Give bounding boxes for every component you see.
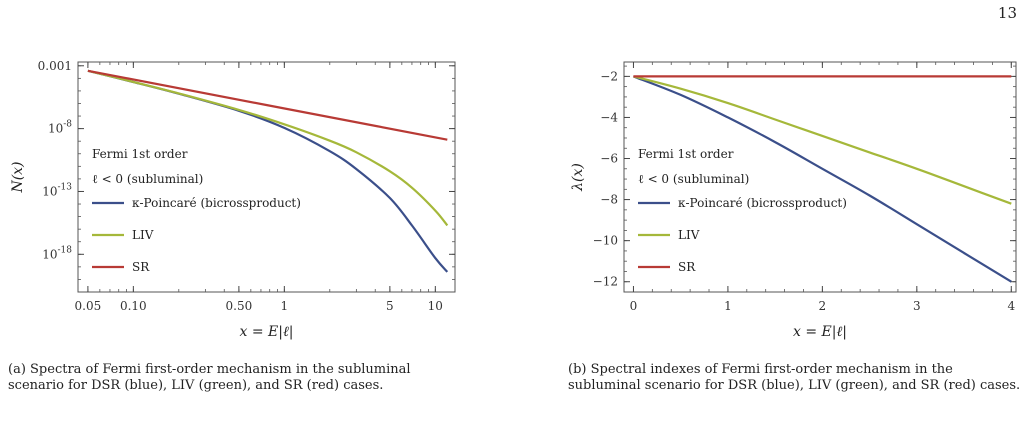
y-tick-label: −2 xyxy=(600,69,618,83)
annotation-line: ℓ < 0 (subluminal) xyxy=(92,172,203,186)
x-tick-label: 0.05 xyxy=(75,299,102,313)
legend-entry-dsr: κ-Poincaré (bicrossproduct) xyxy=(132,196,301,210)
y-tick-label: −10 xyxy=(593,234,618,248)
y-tick-label: 10-13 xyxy=(42,182,72,198)
y-tick-label: −4 xyxy=(600,110,618,124)
y-tick-label: −12 xyxy=(593,275,618,289)
y-tick-label: 10-8 xyxy=(48,120,72,136)
series-line-dsr xyxy=(632,75,1012,283)
caption-a: (a) Spectra of Fermi first-order mechani… xyxy=(8,362,411,393)
x-tick-label: 0 xyxy=(630,299,638,313)
x-tick-label: 10 xyxy=(428,299,443,313)
x-tick-label: 2 xyxy=(819,299,827,313)
caption-b: (b) Spectral indexes of Fermi first-orde… xyxy=(568,362,1021,393)
chart-b: 0 1 2 3 4 −2 −4 −6 −8 −10 −12 x = E|ℓ| λ(x) Fermi 1st… xyxy=(570,61,1017,340)
x-tick-label: 1 xyxy=(724,299,732,313)
series-line-liv xyxy=(87,69,449,227)
series-line-sr xyxy=(87,69,448,141)
x-tick-label: 5 xyxy=(386,299,394,313)
y-axis-label: N(x) xyxy=(10,161,26,193)
legend-entry-sr: SR xyxy=(678,260,696,274)
annotation-line: Fermi 1st order xyxy=(638,147,734,161)
page-number: 13 xyxy=(997,4,1017,22)
plot-frame xyxy=(77,61,456,293)
y-tick-label: −8 xyxy=(600,193,618,207)
legend-entry-liv: LIV xyxy=(132,228,154,242)
x-tick-label: 0.10 xyxy=(120,299,147,313)
y-tick-label: −6 xyxy=(600,152,618,166)
y-axis-label: λ(x) xyxy=(570,163,586,192)
legend-entry-liv: LIV xyxy=(678,228,700,242)
x-axis-label: x = E|ℓ| xyxy=(239,324,293,340)
annotation-line: ℓ < 0 (subluminal) xyxy=(638,172,749,186)
x-tick-label: 4 xyxy=(1007,299,1015,313)
chart-a: 0.05 0.10 0.50 1 5 10 0.001 10-8 10-13 10-18 x = E… xyxy=(10,59,456,340)
y-tick-label: 10-18 xyxy=(42,245,72,261)
y-tick-label: 0.001 xyxy=(38,59,72,73)
series-line-liv xyxy=(633,75,1012,205)
x-tick-label: 1 xyxy=(281,299,289,313)
x-tick-label: 0.50 xyxy=(226,299,253,313)
legend-entry-sr: SR xyxy=(132,260,150,274)
x-tick-label: 3 xyxy=(913,299,921,313)
annotation-line: Fermi 1st order xyxy=(92,147,188,161)
plot-frame xyxy=(623,61,1017,293)
x-axis-label: x = E|ℓ| xyxy=(793,324,847,340)
legend-entry-dsr: κ-Poincaré (bicrossproduct) xyxy=(678,196,847,210)
